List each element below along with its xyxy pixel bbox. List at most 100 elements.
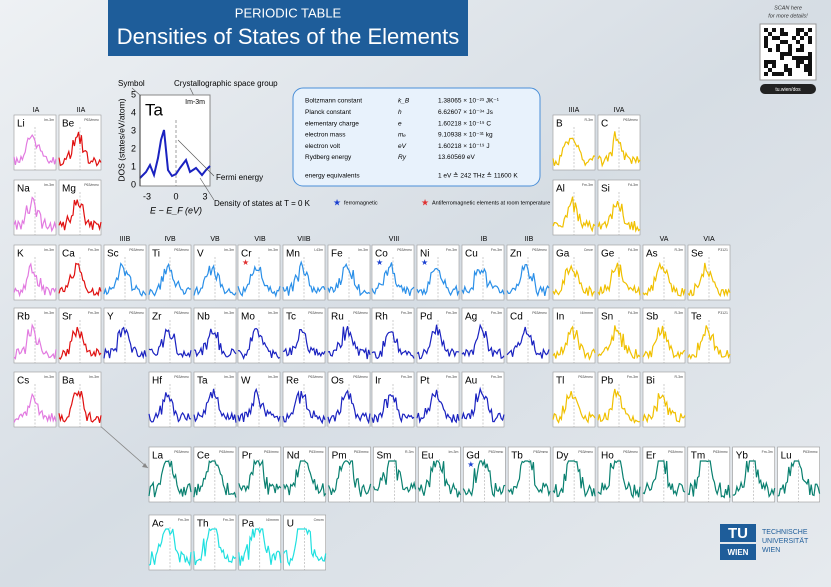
- qr-note: for more details!: [768, 13, 808, 19]
- qr-module: [808, 36, 812, 40]
- element-symbol: Lu: [781, 451, 792, 462]
- dos-curve: [283, 460, 327, 497]
- qr-module: [788, 52, 792, 56]
- space-group: Im-3m: [89, 375, 99, 379]
- label-dos: Density of states at T = 0 K: [214, 199, 311, 208]
- element-cell: Pa I4/mmm: [238, 514, 282, 571]
- element-cell: Ga Cmce: [552, 244, 596, 301]
- dos-curve: [237, 265, 281, 298]
- space-group: P63/mmc: [578, 450, 593, 454]
- legend-antiferro: Antiferromagnetic elements at room tempe…: [432, 200, 550, 206]
- space-group: P63/mmc: [803, 450, 818, 454]
- qr-module: [800, 48, 804, 52]
- qr-module: [800, 28, 804, 32]
- element-cell: Sr Fm-3m: [58, 307, 102, 364]
- element-cell: Li Im-3m: [13, 114, 57, 171]
- element-cell: Lu P63/mmc: [777, 446, 821, 503]
- dos-curve: [461, 323, 505, 360]
- space-group: Fd-3m: [628, 311, 638, 315]
- qr-module: [780, 72, 784, 76]
- space-group: P63/mmc: [84, 118, 99, 122]
- qr-module: [768, 48, 772, 52]
- element-cell: Mn I-43m: [282, 244, 326, 301]
- space-group: Fm-3m: [401, 311, 412, 315]
- constant-symbol: mₑ: [398, 132, 406, 139]
- constant-symbol: eV: [398, 143, 407, 150]
- element-cell: Rb Im-3m: [13, 307, 57, 364]
- element-cell: Zr P63/mmc: [148, 307, 192, 364]
- element-cell: Pt Fm-3m: [416, 371, 460, 428]
- element-symbol: Pm: [332, 451, 347, 462]
- space-group: I4/mmm: [266, 518, 279, 522]
- element-symbol: V: [197, 249, 204, 260]
- space-group: R-3m: [674, 248, 683, 252]
- element-symbol: Pd: [420, 312, 432, 323]
- element-cell: Sc P63/mmc: [103, 244, 147, 301]
- element-cell: Ba Im-3m: [58, 371, 102, 428]
- element-symbol: Ti: [152, 249, 160, 260]
- space-group: R-3m: [674, 311, 683, 315]
- element-symbol: Co: [375, 249, 388, 260]
- element-symbol: Zr: [152, 312, 162, 323]
- element-cell: Y P63/mmc: [103, 307, 147, 364]
- x-tick-label: 3: [202, 191, 207, 201]
- space-group: I-43m: [314, 248, 323, 252]
- space-group: P63/mmc: [578, 375, 593, 379]
- dos-curve: [148, 392, 192, 423]
- dos-curve: [103, 326, 147, 360]
- dos-curve: [282, 329, 326, 358]
- dos-curve: [461, 386, 505, 423]
- legend-star: ★: [333, 197, 341, 207]
- qr-module: [788, 48, 792, 52]
- qr-module: [764, 28, 768, 32]
- element-cell: La P63/mmc: [148, 446, 192, 503]
- element-symbol: Au: [465, 376, 477, 387]
- element-symbol: K: [17, 249, 24, 260]
- space-group: P63/mmc: [532, 311, 547, 315]
- dos-curve: [327, 326, 371, 360]
- logo-text: UNIVERSITÄT: [762, 537, 809, 545]
- element-cell: B R-3m: [552, 114, 596, 171]
- element-symbol: Y: [107, 312, 114, 323]
- space-group: Fm-3m: [88, 311, 99, 315]
- cell-box: [732, 446, 776, 503]
- header-kicker: PERIODIC TABLE: [235, 5, 342, 20]
- dos-curve: [416, 267, 460, 297]
- group-labels: IA IIA IIIB IVB VB VIB VIIB VIII IB IIB IIIA IVA VA V…: [33, 107, 715, 243]
- space-group: P63/mmc: [174, 375, 189, 379]
- element-cell: Ag Fm-3m: [461, 307, 505, 364]
- dos-curve: [282, 260, 326, 296]
- element-cell: Bi R-3m: [642, 371, 686, 428]
- qr-module: [804, 56, 808, 60]
- element-symbol: Dy: [556, 451, 568, 462]
- qr-module: [764, 72, 768, 76]
- dos-curve: [13, 133, 57, 166]
- space-group: P63/mmc: [354, 450, 369, 454]
- dos-curve: [13, 196, 57, 233]
- space-group: Im-3m: [44, 248, 54, 252]
- qr-module: [796, 64, 800, 68]
- dos-curve: [506, 263, 550, 298]
- element-symbol: Se: [691, 249, 704, 260]
- group-label: VA: [660, 236, 669, 243]
- space-group: Fm-3m: [582, 183, 593, 187]
- element-cell: Yb Fm-3m: [732, 446, 776, 503]
- group-label: VIA: [703, 236, 715, 243]
- space-group: Fm-3m: [491, 375, 502, 379]
- element-cell: Te P3121: [687, 307, 731, 364]
- element-cell: Gd P63/mmc ★: [462, 446, 506, 503]
- dos-curve: [371, 331, 415, 360]
- qr-module: [808, 28, 812, 32]
- element-symbol: C: [601, 119, 608, 130]
- qr-module: [772, 28, 776, 32]
- element-symbol: Na: [17, 184, 30, 195]
- dos-curve: [642, 393, 686, 424]
- dos-curve: [193, 527, 237, 566]
- qr-module: [772, 64, 776, 68]
- dos-curve: [371, 262, 415, 296]
- constant-value: 1.60218 × 10⁻¹⁹ J: [438, 143, 490, 150]
- element-cell: Sm R-3m: [372, 446, 417, 503]
- space-group: P63/mmc: [129, 248, 144, 252]
- qr-module: [768, 68, 772, 72]
- element-symbol: Ga: [556, 249, 570, 260]
